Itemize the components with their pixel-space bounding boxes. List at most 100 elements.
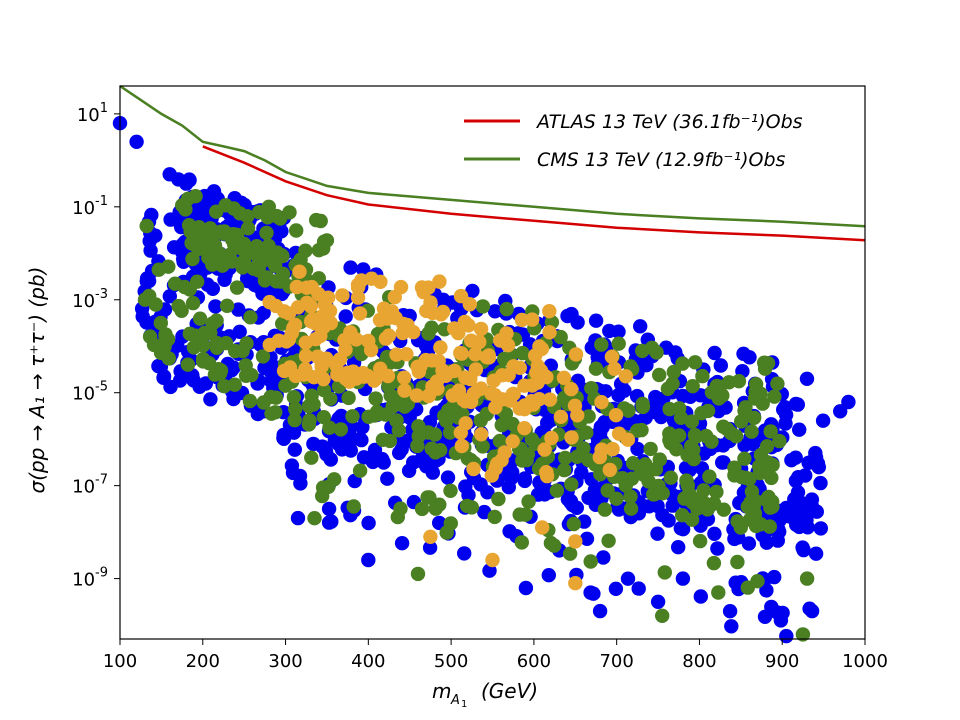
green-point — [594, 337, 609, 352]
green-point — [242, 393, 258, 409]
orange-point — [468, 347, 483, 362]
orange-point — [604, 349, 620, 364]
orange-point — [352, 306, 368, 321]
orange-point — [506, 386, 521, 402]
blue-point — [287, 442, 302, 457]
green-point — [307, 511, 322, 526]
blue-point — [569, 500, 584, 515]
orange-point — [525, 312, 540, 327]
green-point — [688, 429, 704, 444]
green-point — [584, 381, 599, 396]
green-point — [286, 390, 302, 405]
orange-point — [454, 346, 469, 361]
blue-point — [596, 550, 611, 565]
green-point — [219, 298, 235, 313]
green-point — [618, 478, 633, 493]
blue-point — [775, 605, 790, 621]
x-tick-label: 700 — [599, 651, 633, 672]
x-tick-label: 900 — [765, 651, 799, 672]
green-point — [737, 451, 752, 466]
green-point — [655, 608, 670, 623]
blue-point — [343, 443, 358, 458]
y-tick-label: 10-5 — [72, 380, 108, 405]
orange-point — [396, 316, 411, 332]
green-point — [759, 439, 775, 454]
green-point — [274, 247, 289, 263]
legend: ATLAS 13 TeV (36.1fb⁻¹)Obs CMS 13 TeV (1… — [464, 111, 803, 171]
orange-point — [305, 312, 321, 327]
blue-point — [648, 403, 663, 418]
blue-point — [365, 454, 381, 470]
green-point — [711, 391, 726, 406]
blue-point — [517, 473, 532, 489]
green-point — [301, 417, 317, 432]
blue-point — [833, 404, 848, 419]
orange-point — [514, 312, 530, 328]
blue-point — [799, 371, 815, 386]
orange-point — [517, 421, 532, 436]
blue-point — [736, 346, 751, 361]
orange-point — [505, 434, 520, 449]
blue-point — [518, 580, 534, 596]
green-point — [635, 399, 651, 415]
green-point — [762, 519, 777, 534]
orange-point — [435, 304, 451, 320]
green-point — [180, 357, 196, 372]
green-point — [566, 516, 581, 532]
green-point — [747, 410, 762, 425]
orange-point — [316, 372, 331, 387]
y-ticks: 101 10-1 10-3 10-5 10-7 10-9 — [72, 101, 120, 591]
orange-point — [542, 325, 557, 340]
green-point — [410, 438, 425, 454]
blue-point — [392, 445, 407, 461]
blue-point — [162, 167, 177, 182]
green-point — [549, 483, 565, 498]
blue-point — [504, 470, 519, 486]
orange-point — [463, 394, 479, 410]
orange-point — [517, 378, 532, 393]
x-tick-label: 400 — [351, 651, 385, 672]
green-point — [750, 574, 765, 589]
orange-point — [466, 461, 481, 477]
blue-point — [487, 304, 503, 319]
orange-point — [350, 277, 366, 293]
blue-point — [537, 487, 552, 502]
orange-point — [363, 342, 379, 358]
blue-point — [179, 176, 194, 191]
blue-point — [356, 262, 371, 277]
blue-point — [671, 540, 686, 555]
blue-point — [617, 383, 632, 398]
orange-point — [413, 359, 428, 374]
orange-point — [564, 382, 579, 397]
green-point — [611, 336, 626, 351]
blue-point — [315, 439, 330, 454]
green-point — [382, 433, 398, 449]
y-tick-label: 101 — [77, 101, 108, 126]
blue-point — [724, 619, 739, 634]
green-point — [492, 433, 508, 449]
blue-point — [808, 445, 823, 461]
green-point — [799, 571, 815, 586]
green-point — [209, 313, 224, 328]
blue-point — [274, 224, 289, 239]
green-point — [685, 379, 700, 394]
orange-point — [416, 284, 431, 300]
green-point — [287, 412, 302, 428]
green-point — [728, 429, 744, 444]
green-point — [227, 377, 242, 392]
green-point — [748, 384, 763, 400]
orange-point — [340, 365, 355, 381]
orange-point — [343, 325, 358, 340]
blue-point — [355, 420, 370, 435]
green-point — [427, 427, 443, 442]
green-point — [795, 627, 811, 642]
blue-point — [815, 413, 831, 428]
green-point — [763, 424, 778, 439]
green-point — [397, 399, 412, 414]
blue-point — [321, 515, 337, 530]
blue-point — [367, 442, 383, 458]
blue-point — [707, 526, 722, 541]
green-point — [669, 442, 684, 457]
green-point — [428, 501, 443, 516]
orange-point — [620, 432, 636, 447]
